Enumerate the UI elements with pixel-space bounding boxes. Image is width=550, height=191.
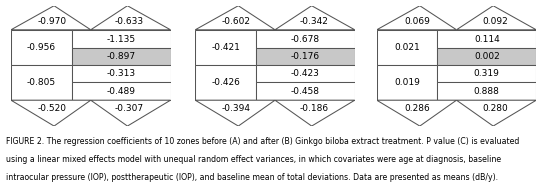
Text: -0.805: -0.805 [27, 78, 56, 87]
Text: B: B [189, 0, 198, 1]
Bar [72, 82, 170, 100]
Text: 0.002: 0.002 [474, 52, 500, 61]
Text: FIGURE 2. The regression coefficients of 10 zones before (A) and after (B) Ginkg: FIGURE 2. The regression coefficients of… [6, 137, 519, 146]
Text: 0.114: 0.114 [474, 35, 500, 44]
Polygon shape [456, 100, 536, 126]
Bar [11, 30, 72, 65]
Polygon shape [377, 6, 456, 30]
Text: -0.970: -0.970 [37, 17, 67, 26]
Text: -0.678: -0.678 [291, 35, 320, 44]
Text: C: C [370, 0, 379, 1]
Bar [437, 30, 536, 49]
Text: intraocular pressure (IOP), posttherapeutic (IOP), and baseline mean of total de: intraocular pressure (IOP), posttherapeu… [6, 173, 498, 182]
Polygon shape [275, 6, 355, 30]
Text: -0.186: -0.186 [299, 104, 328, 113]
Text: using a linear mixed effects model with unequal random effect variances, in whic: using a linear mixed effects model with … [6, 155, 500, 164]
Text: -0.489: -0.489 [107, 87, 135, 96]
Text: A: A [4, 0, 14, 1]
Text: 0.280: 0.280 [482, 104, 508, 113]
Bar [437, 65, 536, 82]
Text: 0.888: 0.888 [474, 87, 500, 96]
Text: -0.307: -0.307 [115, 104, 144, 113]
Text: 0.319: 0.319 [474, 69, 500, 78]
Polygon shape [195, 100, 275, 126]
Bar [11, 65, 72, 100]
Text: -0.897: -0.897 [107, 52, 136, 61]
Bar [72, 49, 170, 65]
Polygon shape [91, 6, 170, 30]
Text: -0.633: -0.633 [115, 17, 144, 26]
Bar [437, 82, 536, 100]
Polygon shape [11, 100, 91, 126]
Text: -0.520: -0.520 [37, 104, 67, 113]
Text: -0.421: -0.421 [211, 43, 240, 52]
Text: -0.458: -0.458 [291, 87, 320, 96]
Text: -1.135: -1.135 [107, 35, 136, 44]
Text: -0.426: -0.426 [211, 78, 240, 87]
Polygon shape [275, 100, 355, 126]
Bar [72, 30, 170, 49]
Polygon shape [377, 100, 456, 126]
Polygon shape [91, 100, 170, 126]
Text: -0.176: -0.176 [291, 52, 320, 61]
Bar [256, 49, 355, 65]
Bar [72, 65, 170, 82]
Polygon shape [195, 6, 275, 30]
Bar [377, 65, 437, 100]
Bar [256, 65, 355, 82]
Text: -0.602: -0.602 [222, 17, 251, 26]
Bar [195, 30, 256, 65]
Text: -0.313: -0.313 [107, 69, 136, 78]
Bar [437, 49, 536, 65]
Text: -0.423: -0.423 [291, 69, 320, 78]
Text: -0.342: -0.342 [299, 17, 328, 26]
Text: -0.394: -0.394 [222, 104, 251, 113]
Text: 0.286: 0.286 [405, 104, 431, 113]
Polygon shape [11, 6, 91, 30]
Text: 0.021: 0.021 [394, 43, 420, 52]
Polygon shape [456, 6, 536, 30]
Text: 0.019: 0.019 [394, 78, 420, 87]
Text: 0.092: 0.092 [482, 17, 508, 26]
Bar [195, 65, 256, 100]
Bar [256, 82, 355, 100]
Text: 0.069: 0.069 [405, 17, 431, 26]
Bar [256, 30, 355, 49]
Bar [377, 30, 437, 65]
Text: -0.956: -0.956 [27, 43, 56, 52]
